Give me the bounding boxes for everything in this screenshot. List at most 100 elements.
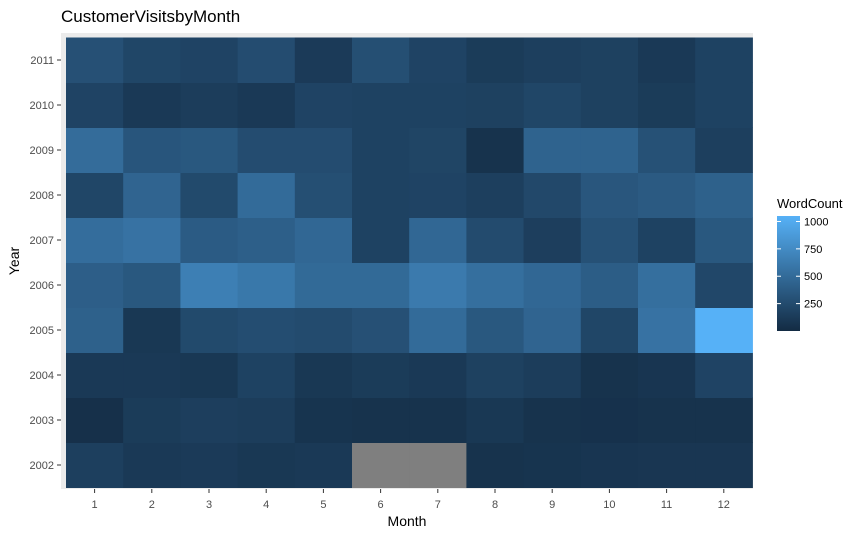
heatmap-cells	[66, 37, 753, 488]
heatmap-cell	[638, 397, 696, 443]
heatmap-cell	[66, 442, 124, 488]
heatmap-cell	[352, 217, 410, 263]
legend-colorbar	[777, 216, 800, 331]
heatmap-cell	[237, 352, 296, 398]
heatmap-cell	[352, 172, 410, 218]
heatmap-cell	[123, 352, 181, 398]
heatmap-cell	[123, 37, 181, 83]
heatmap-cell	[123, 262, 181, 308]
heatmap-cell	[352, 442, 410, 488]
heatmap-cell	[523, 442, 582, 488]
heatmap-cell	[638, 352, 696, 398]
heatmap-cell	[466, 262, 525, 308]
heatmap-cell	[180, 352, 239, 398]
x-tick-label: 6	[378, 499, 384, 511]
heatmap-cell	[523, 127, 582, 173]
y-axis-title: Year	[6, 247, 22, 276]
heatmap-cell	[638, 217, 696, 263]
heatmap-cell	[180, 172, 239, 218]
heatmap-cell	[523, 262, 582, 308]
heatmap-cell	[352, 37, 410, 83]
y-tick-label: 2003	[30, 415, 54, 427]
chart-title: CustomerVisitsbyMonth	[61, 7, 240, 26]
legend-ticks: 250 500 750 1000	[777, 216, 828, 311]
heatmap-cell	[409, 262, 467, 308]
heatmap-cell	[352, 127, 410, 173]
heatmap-cell	[294, 352, 353, 398]
heatmap-cell	[409, 217, 467, 263]
heatmap-cell	[580, 172, 639, 218]
y-tick-label: 2006	[30, 280, 54, 292]
heatmap-cell	[66, 397, 124, 443]
heatmap-cell	[352, 352, 410, 398]
heatmap-cell	[237, 172, 296, 218]
heatmap-cell	[580, 307, 639, 353]
legend-title: WordCount	[777, 196, 843, 211]
heatmap-cell	[580, 262, 639, 308]
x-tick-label: 2	[149, 499, 155, 511]
heatmap-cell	[123, 442, 181, 488]
y-tick-label: 2010	[30, 100, 54, 112]
x-tick-label: 10	[603, 499, 615, 511]
heatmap-cell	[466, 82, 525, 128]
heatmap-cell	[695, 307, 753, 353]
x-tick-label: 11	[661, 499, 672, 511]
heatmap-cell	[352, 262, 410, 308]
heatmap-cell	[466, 127, 525, 173]
y-axis-ticks: 2002 2003 2004 2005 2006 2007 2008 2009 2010 2011	[30, 55, 61, 472]
y-tick-label: 2007	[30, 235, 54, 247]
heatmap-cell	[294, 442, 353, 488]
heatmap-cell	[523, 82, 582, 128]
heatmap-cell	[466, 307, 525, 353]
heatmap-cell	[695, 172, 753, 218]
color-legend: WordCount 250 500 750 1000	[777, 196, 843, 331]
heatmap-cell	[466, 172, 525, 218]
heatmap-cell	[294, 217, 353, 263]
heatmap-cell	[294, 172, 353, 218]
heatmap-cell	[294, 307, 353, 353]
heatmap-cell	[523, 352, 582, 398]
legend-tick-label: 750	[804, 244, 822, 256]
heatmap-cell	[409, 352, 467, 398]
heatmap-cell	[409, 172, 467, 218]
heatmap-cell	[580, 397, 639, 443]
heatmap-cell	[180, 82, 239, 128]
heatmap-cell	[466, 37, 525, 83]
heatmap-cell	[352, 82, 410, 128]
heatmap-cell	[123, 127, 181, 173]
heatmap-cell	[66, 352, 124, 398]
heatmap-cell	[237, 397, 296, 443]
heatmap-cell	[638, 307, 696, 353]
x-tick-label: 3	[206, 499, 212, 511]
heatmap-cell	[66, 37, 124, 83]
x-axis-title: Month	[388, 513, 427, 529]
heatmap-cell	[180, 262, 239, 308]
heatmap-cell	[294, 397, 353, 443]
heatmap-cell	[695, 352, 753, 398]
heatmap-cell	[237, 307, 296, 353]
heatmap-cell	[523, 172, 582, 218]
heatmap-cell	[294, 127, 353, 173]
heatmap-cell	[237, 127, 296, 173]
heatmap-cell	[580, 217, 639, 263]
heatmap-cell	[409, 442, 467, 488]
heatmap-cell	[66, 262, 124, 308]
heatmap-cell	[180, 397, 239, 443]
heatmap-cell	[237, 37, 296, 83]
heatmap-cell	[695, 442, 753, 488]
heatmap-cell	[294, 82, 353, 128]
x-tick-label: 12	[718, 499, 730, 511]
heatmap-cell	[638, 82, 696, 128]
heatmap-cell	[580, 37, 639, 83]
heatmap-cell	[409, 127, 467, 173]
heatmap-cell	[409, 307, 467, 353]
y-tick-label: 2002	[30, 460, 54, 472]
y-tick-label: 2005	[30, 325, 54, 337]
y-tick-label: 2011	[30, 55, 54, 67]
x-tick-label: 1	[92, 499, 98, 511]
heatmap-cell	[237, 217, 296, 263]
heatmap-cell	[638, 442, 696, 488]
legend-tick-label: 1000	[804, 216, 828, 228]
heatmap-cell	[123, 172, 181, 218]
x-axis-ticks: 1 2 3 4 5 6 7 8 9 10 11 12	[92, 489, 730, 511]
